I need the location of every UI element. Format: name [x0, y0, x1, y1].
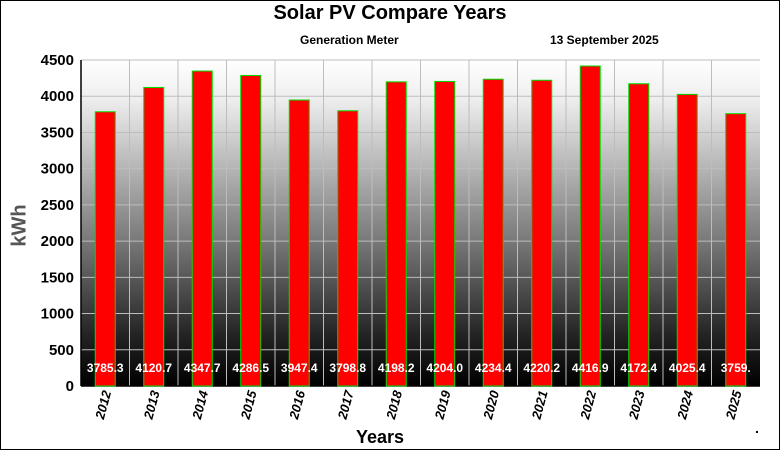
value-label: 4198.2 [378, 361, 415, 375]
y-tick-label: 2000 [41, 233, 74, 250]
value-label: 4416.9 [572, 361, 609, 375]
bar-2015 [240, 74, 262, 387]
bars [94, 65, 747, 387]
report-date: 13 September 2025 [550, 33, 659, 47]
value-label: 4286.5 [232, 361, 269, 375]
x-tick-labels: 2012 2013 2014 2015 2016 2017 2018 2019 2020 2021… [92, 388, 745, 422]
value-labels: 3785.3 4120.7 4347.7 4286.5 3947.4 3798.8 4198… [87, 361, 751, 375]
y-tick-label: 3500 [41, 124, 74, 141]
y-tick-label: 1500 [41, 269, 74, 286]
bar-2025 [725, 113, 747, 387]
bar-2014 [191, 70, 213, 387]
y-tick-label: 1000 [41, 306, 74, 323]
x-tick-label: 2018 [383, 388, 405, 422]
bar-2019 [434, 80, 456, 387]
x-tick-label: 2025 [722, 388, 744, 422]
value-label: 4120.7 [135, 361, 172, 375]
value-label: 4347.7 [184, 361, 221, 375]
x-tick-label: 2014 [189, 388, 211, 422]
y-tick-label: 4000 [41, 88, 74, 105]
value-label: 4220.2 [523, 361, 560, 375]
x-tick-label: 2016 [286, 388, 308, 422]
bar-2017 [337, 110, 359, 387]
value-label: 4234.4 [475, 361, 512, 375]
value-label: 3947.4 [281, 361, 318, 375]
y-tick-label: 3000 [41, 161, 74, 178]
value-label: 4172.4 [620, 361, 657, 375]
x-tick-label: 2019 [431, 388, 453, 422]
chart-title: Solar PV Compare Years [273, 2, 507, 24]
bar-2012 [94, 111, 116, 387]
trailing-mark: . [755, 420, 759, 436]
y-tick-labels: 0 500 1000 1500 2000 2500 3000 3500 4000 4500 [41, 52, 74, 395]
x-tick-label: 2017 [334, 388, 356, 422]
bar-2024 [676, 93, 698, 387]
x-tick-label: 2020 [480, 388, 502, 422]
y-tick-label: 0 [66, 378, 74, 395]
bar-2022 [579, 65, 601, 387]
x-tick-label: 2015 [237, 388, 259, 422]
value-label: 3759. [721, 361, 751, 375]
value-label: 3785.3 [87, 361, 124, 375]
value-label: 4204.0 [426, 361, 463, 375]
bar-2018 [385, 81, 407, 387]
bar-2020 [482, 78, 504, 387]
meter-name: Generation Meter [300, 33, 399, 47]
y-tick-label: 2500 [41, 197, 74, 214]
value-label: 4025.4 [669, 361, 706, 375]
x-tick-label: 2023 [625, 388, 647, 422]
y-tick-label: 4500 [41, 52, 74, 69]
value-label: 3798.8 [329, 361, 366, 375]
bar-2023 [628, 83, 650, 387]
bar-2013 [143, 86, 165, 387]
bar-2016 [288, 99, 310, 387]
x-tick-label: 2021 [528, 389, 550, 422]
x-tick-label: 2012 [92, 388, 114, 422]
x-tick-label: 2013 [140, 388, 162, 422]
x-tick-label: 2022 [577, 388, 599, 422]
x-axis-label: Years [355, 427, 405, 447]
y-tick-label: 500 [49, 342, 74, 359]
bar-2021 [531, 79, 553, 387]
x-tick-label: 2024 [674, 388, 696, 422]
